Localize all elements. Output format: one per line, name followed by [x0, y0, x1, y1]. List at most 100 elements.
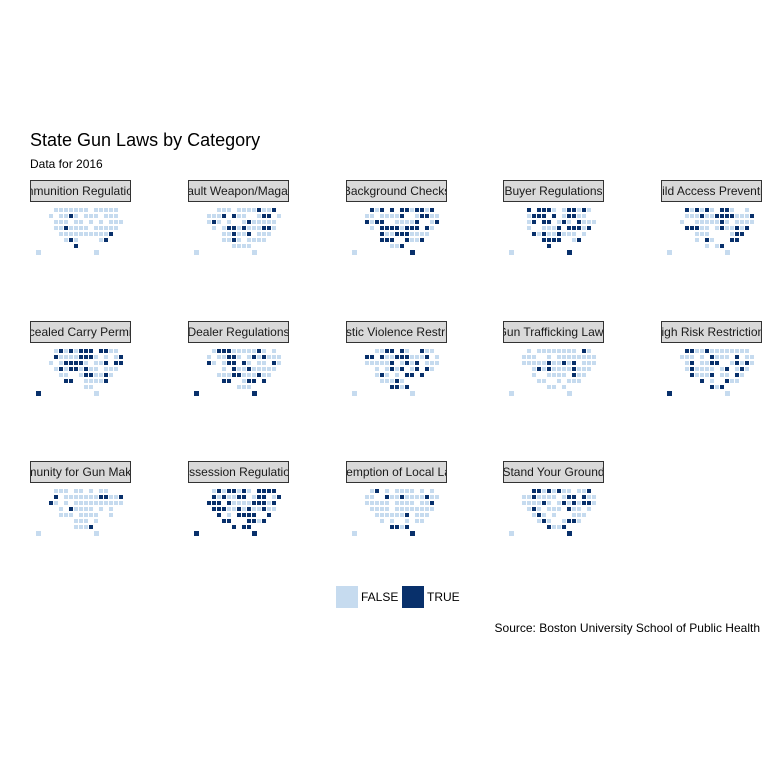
state-tile: [410, 367, 414, 371]
state-tile: [537, 367, 541, 371]
state-tile: [577, 373, 581, 377]
state-tile: [405, 495, 409, 499]
state-tile: [99, 238, 103, 242]
state-tile: [420, 349, 424, 353]
state-tile: [390, 214, 394, 218]
state-tile: [587, 489, 591, 493]
state-tile: [562, 232, 566, 236]
state-tile: [262, 489, 266, 493]
state-tile: [405, 513, 409, 517]
facet-label: Preemption of Local Laws: [346, 465, 446, 479]
legend-label-true: TRUE: [427, 590, 460, 604]
state-tile: [410, 531, 415, 536]
state-tile: [582, 367, 586, 371]
state-tile: [577, 507, 581, 511]
state-tile: [725, 250, 730, 255]
state-tile: [227, 513, 231, 517]
state-tile: [262, 373, 266, 377]
state-map: [352, 489, 439, 536]
state-tile: [405, 489, 409, 493]
state-tile: [680, 220, 684, 224]
state-tile: [405, 232, 409, 236]
state-tile: [577, 226, 581, 230]
state-tile: [532, 489, 536, 493]
state-tile: [237, 495, 241, 499]
state-tile: [705, 361, 709, 365]
state-tile: [425, 208, 429, 212]
state-tile: [420, 495, 424, 499]
state-tile: [587, 355, 591, 359]
state-tile: [715, 349, 719, 353]
state-tile: [272, 507, 276, 511]
state-tile: [720, 367, 724, 371]
legend-label-false: FALSE: [361, 590, 399, 604]
state-tile: [54, 208, 58, 212]
state-tile: [557, 525, 561, 529]
state-tile: [725, 355, 729, 359]
state-tile: [217, 208, 221, 212]
state-tile: [420, 355, 424, 359]
state-tile: [395, 495, 399, 499]
state-tile: [730, 361, 734, 365]
state-tile: [242, 208, 246, 212]
state-tile: [207, 361, 211, 365]
state-tile: [54, 220, 58, 224]
state-tile: [370, 355, 374, 359]
state-tile: [217, 355, 221, 359]
state-tile: [592, 355, 596, 359]
state-tile: [365, 355, 369, 359]
state-tile: [114, 208, 118, 212]
state-tile: [104, 501, 108, 505]
state-tile: [410, 361, 414, 365]
state-tile: [227, 373, 231, 377]
state-tile: [262, 238, 266, 242]
state-tile: [420, 501, 424, 505]
state-tile: [680, 355, 684, 359]
state-tile: [222, 495, 226, 499]
state-tile: [415, 355, 419, 359]
state-tile: [415, 214, 419, 218]
state-tile: [385, 489, 389, 493]
state-tile: [59, 513, 63, 517]
state-map: [194, 208, 281, 255]
state-tile: [582, 361, 586, 365]
state-tile: [562, 495, 566, 499]
state-tile: [400, 208, 404, 212]
state-tile: [547, 232, 551, 236]
state-tile: [237, 355, 241, 359]
state-tile: [587, 220, 591, 224]
state-tile: [695, 373, 699, 377]
state-tile: [587, 495, 591, 499]
state-tile: [745, 208, 749, 212]
state-tile: [562, 208, 566, 212]
state-tile: [740, 367, 744, 371]
state-tile: [89, 495, 93, 499]
state-tile: [552, 208, 556, 212]
state-tile: [735, 214, 739, 218]
state-tile: [405, 507, 409, 511]
state-tile: [552, 495, 556, 499]
state-tile: [532, 214, 536, 218]
state-tile: [522, 355, 526, 359]
state-tile: [395, 220, 399, 224]
state-tile: [690, 373, 694, 377]
state-tile: [222, 238, 226, 242]
state-tile: [400, 232, 404, 236]
state-tile: [557, 238, 561, 242]
state-tile: [64, 355, 68, 359]
state-tile: [370, 501, 374, 505]
state-tile: [740, 232, 744, 236]
state-tile: [720, 214, 724, 218]
state-tile: [532, 367, 536, 371]
state-tile: [94, 250, 99, 255]
state-tile: [99, 208, 103, 212]
state-tile: [64, 226, 68, 230]
state-tile: [710, 355, 714, 359]
state-tile: [547, 220, 551, 224]
state-tile: [109, 349, 113, 353]
state-tile: [710, 373, 714, 377]
state-tile: [735, 379, 739, 383]
state-tile: [262, 501, 266, 505]
state-tile: [562, 349, 566, 353]
state-tile: [89, 507, 93, 511]
